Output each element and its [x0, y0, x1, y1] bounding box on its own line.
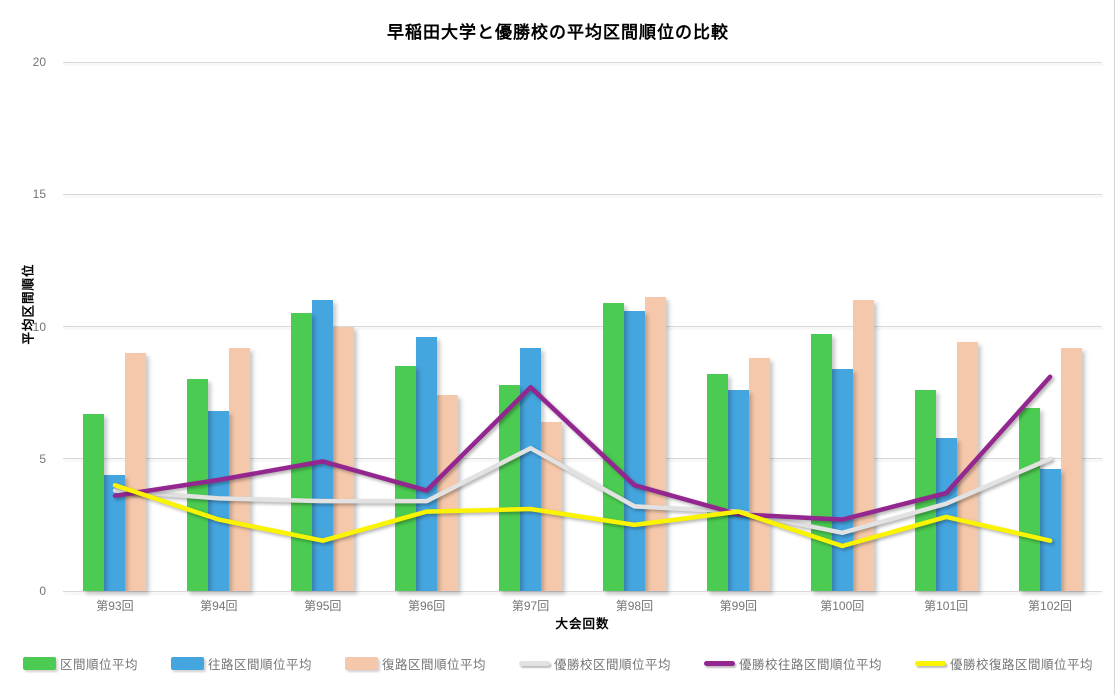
x-tick-label: 第97回 [511, 599, 550, 613]
bar-往路区間順位平均 [312, 300, 334, 591]
gridline [63, 61, 1102, 63]
bar-区間順位平均 [706, 374, 728, 591]
plot-area [63, 61, 1102, 592]
bar-区間順位平均 [83, 413, 105, 591]
gridline [63, 326, 1102, 327]
legend-swatch [704, 661, 736, 666]
legend: 区間順位平均 往路区間順位平均 復路区間順位平均 優勝校区間順位平均 優勝校往路区間順位… [0, 654, 1116, 673]
bar-往路区間順位平均 [623, 310, 645, 591]
legend-swatch [519, 661, 550, 666]
bar-往路区間順位平均 [104, 474, 126, 591]
legend-swatch [915, 661, 947, 666]
legend-item: 往路区間順位平均 [170, 654, 312, 673]
bar-往路区間順位平均 [831, 368, 853, 591]
bar-区間順位平均 [499, 384, 521, 591]
x-tick-label: 第102回 [1028, 599, 1073, 613]
x-tick-label: 第96回 [407, 599, 446, 613]
bar-復路区間順位平均 [644, 297, 666, 591]
gridline [63, 193, 1102, 195]
y-tick-label: 10 [32, 319, 46, 334]
bar-往路区間順位平均 [1039, 469, 1061, 591]
x-tick-label: 第95回 [304, 599, 342, 613]
bar-往路区間順位平均 [416, 337, 438, 591]
bar-区間順位平均 [1018, 408, 1040, 591]
line-優勝校区間順位平均 [112, 445, 1053, 536]
legend-label: 優勝校区間順位平均 [554, 658, 672, 672]
legend-label: 往路区間順位平均 [207, 658, 312, 672]
legend-label: 優勝校復路区間順位平均 [950, 658, 1094, 672]
y-tick-label: 20 [32, 55, 46, 69]
bar-復路区間順位平均 [748, 358, 770, 591]
chart-title: 早稲田大学と優勝校の平均区間順位の比較 [387, 23, 729, 42]
bar-復路区間順位平均 [333, 326, 355, 591]
bar-区間順位平均 [395, 366, 417, 591]
y-tick-label: 15 [32, 187, 46, 202]
line-series-layer [112, 374, 1053, 549]
gridline [63, 590, 1102, 592]
bar-区間順位平均 [914, 389, 936, 591]
legend-item: 優勝校往路区間順位平均 [704, 654, 882, 673]
legend-item: 優勝校区間順位平均 [519, 654, 671, 673]
legend-item: 優勝校復路区間順位平均 [915, 654, 1093, 673]
x-tick-label: 第99回 [719, 599, 758, 613]
bar-往路区間順位平均 [935, 437, 957, 591]
bar-復路区間順位平均 [125, 352, 147, 591]
y-tick-label: 5 [39, 451, 46, 466]
legend-swatch [22, 657, 56, 670]
x-tick-label: 第98回 [615, 599, 654, 613]
gridline [63, 458, 1102, 460]
bar-復路区間順位平均 [1060, 347, 1082, 591]
bar-復路区間順位平均 [437, 395, 459, 591]
x-tick-label: 第93回 [96, 599, 134, 613]
bar-往路区間順位平均 [208, 411, 230, 591]
legend-label: 区間順位平均 [59, 658, 138, 672]
bar-区間順位平均 [291, 313, 313, 591]
bar-往路区間順位平均 [727, 389, 749, 591]
legend-swatch [170, 657, 204, 670]
legend-item: 復路区間順位平均 [344, 654, 486, 673]
bar-復路区間順位平均 [229, 347, 251, 591]
x-tick-label: 第101回 [924, 599, 969, 613]
x-axis-title: 大会回数 [555, 617, 610, 631]
legend-label: 復路区間順位平均 [381, 658, 486, 672]
line-優勝校復路区間順位平均 [112, 482, 1053, 549]
x-tick-label: 第100回 [820, 599, 865, 613]
line-優勝校往路区間順位平均 [112, 374, 1053, 522]
legend-label: 優勝校往路区間順位平均 [739, 658, 883, 672]
legend-item: 区間順位平均 [22, 654, 138, 673]
bar-往路区間順位平均 [520, 347, 542, 591]
window-right-edge [1114, 0, 1115, 695]
x-tick-label: 第94回 [200, 599, 238, 613]
bar-復路区間順位平均 [852, 300, 874, 591]
y-tick-label: 0 [39, 584, 46, 598]
legend-swatch [344, 657, 378, 670]
